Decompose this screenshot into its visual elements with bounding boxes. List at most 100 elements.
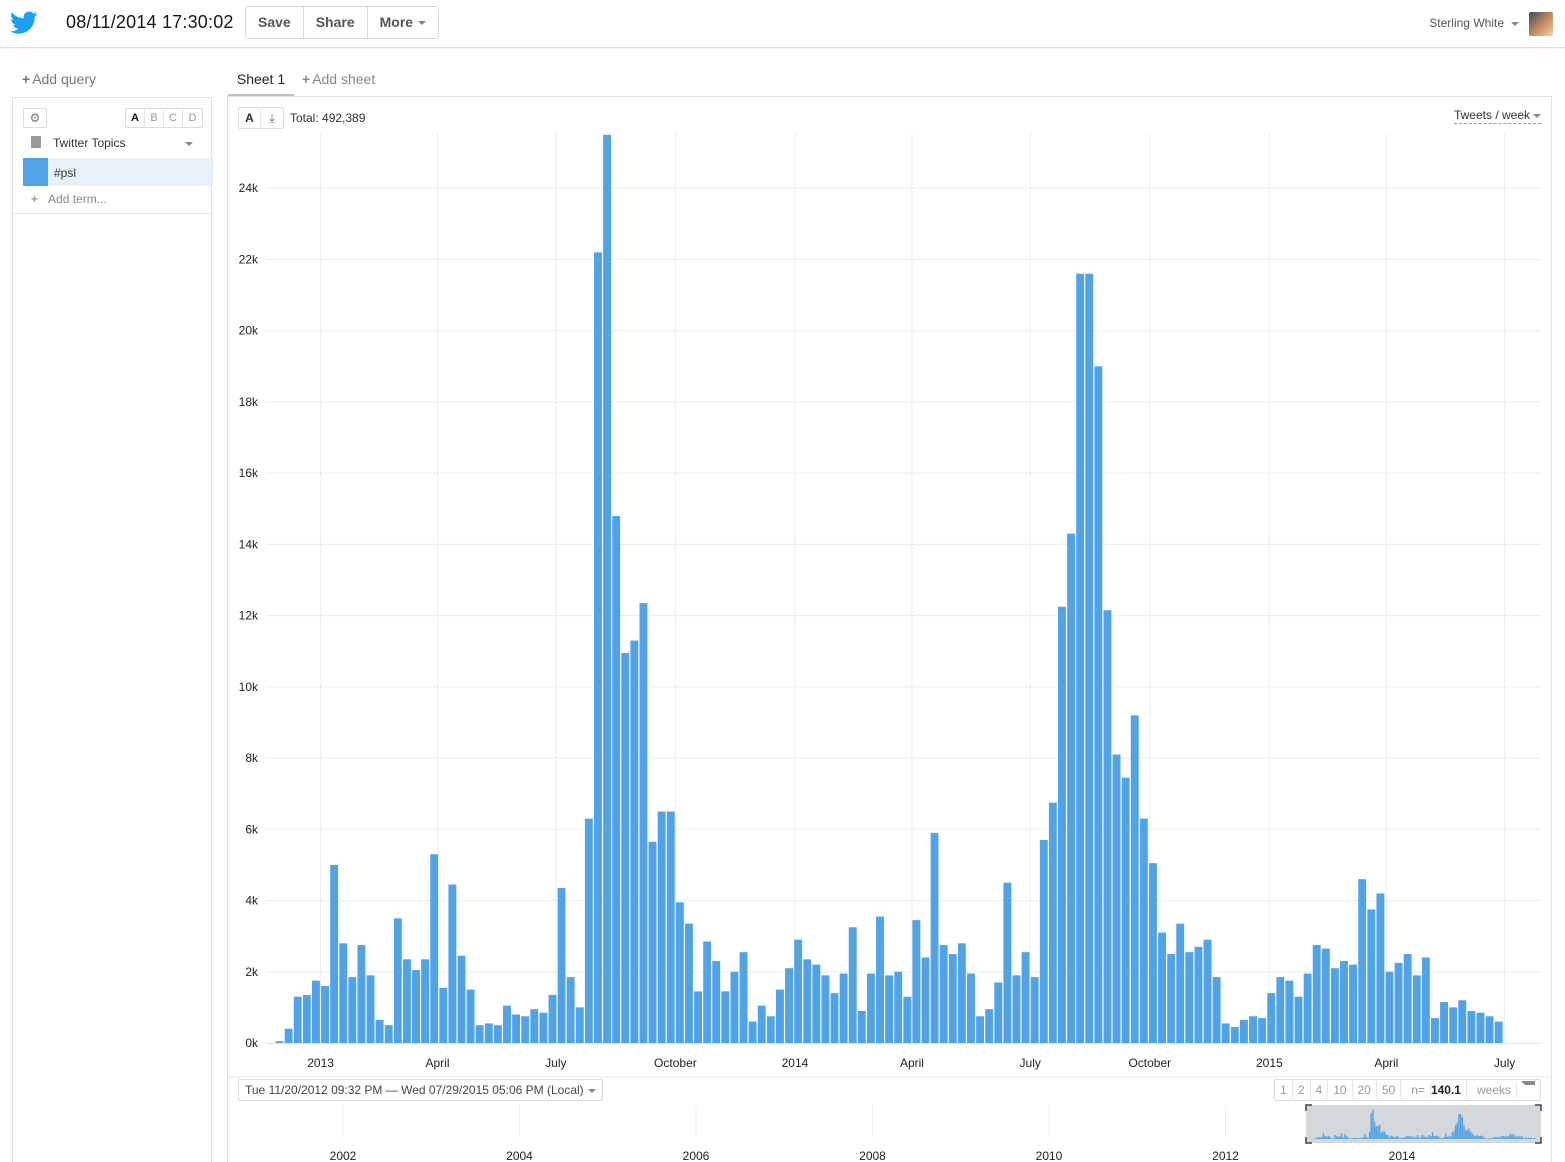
overview-bar [1451,1132,1454,1139]
bar [1340,961,1348,1043]
x-tick-label: April [426,1056,450,1070]
y-tick-label: 16k [239,466,259,480]
overview-bar [1468,1128,1470,1139]
bar [866,973,875,1043]
overview-bar [1443,1137,1445,1139]
series-letter-b[interactable]: B [145,109,164,127]
bar [1385,971,1394,1043]
overview-bar [1416,1135,1419,1139]
add-term-label: Add term... [48,192,107,206]
bar [1130,715,1139,1043]
bar [1321,948,1330,1043]
bar [666,811,675,1043]
overview-bar [1334,1134,1336,1139]
overview-bar [1368,1131,1371,1139]
share-button[interactable]: Share [303,7,368,38]
overview-bar [1349,1138,1351,1139]
bar [1367,909,1376,1043]
x-tick-label: April [1374,1056,1398,1070]
overview-bar [1344,1133,1346,1139]
add-term-button[interactable]: + Add term... [31,192,107,206]
topic-selector[interactable]: Twitter Topics [23,132,203,154]
x-tick-label: July [1020,1056,1041,1070]
bar [1058,606,1066,1043]
dashboard-title[interactable]: 08/11/2014 17:30:02 [66,12,234,32]
bar [1303,973,1312,1043]
overview-bar [1329,1136,1331,1139]
bar [1467,1010,1476,1043]
overview-bar [1491,1138,1493,1139]
bin-option[interactable]: 10 [1328,1080,1353,1100]
series-color-swatch[interactable] [23,158,48,186]
bar [703,941,712,1043]
bar [284,1028,293,1043]
bar [357,945,366,1043]
bar [621,653,630,1043]
overview-bar [1403,1137,1406,1139]
total-count: Total: 492,389 [290,111,366,125]
y-tick-label: 18k [239,395,259,409]
bar [1076,273,1085,1043]
bar [612,515,621,1043]
bin-unit-label: weeks [1471,1083,1517,1097]
bar [311,980,320,1043]
bar [339,943,348,1043]
date-range-selector[interactable]: Tue 11/20/2012 09:32 PM — Wed 07/29/2015… [238,1079,603,1101]
bar [430,854,439,1043]
add-query-button[interactable]: + Add query [22,71,96,87]
add-sheet-button[interactable]: + Add sheet [302,71,375,87]
overview-bar [1385,1134,1387,1139]
term-row[interactable]: #psl [23,158,213,186]
bin-option[interactable]: 2 [1293,1080,1311,1100]
user-menu[interactable]: Sterling White [1429,16,1519,30]
bar-chart[interactable]: 0k 2k 4k 6k 8k 10k 12k 14k 16k 18k 20k 22k 24k 2013 Ap… [228,97,1551,1162]
overview-bar [1489,1138,1492,1139]
bin-unit-selector[interactable]: weeks [1467,1080,1540,1100]
overview-bar [1350,1138,1353,1139]
gear-icon[interactable]: ⚙ [23,108,47,128]
overview-bar [1387,1135,1389,1139]
topic-label: Twitter Topics [53,136,126,150]
overview-bar [1476,1135,1478,1139]
bar [1185,952,1194,1043]
overview-bar [1325,1136,1328,1139]
tab-sheet-1[interactable]: Sheet 1 [228,71,294,97]
download-icon[interactable]: ⤓ [269,111,275,125]
bar [1112,754,1121,1043]
bar [1212,977,1221,1043]
overview-bar [1469,1131,1472,1139]
bin-count[interactable]: n= 140.1 [1401,1080,1467,1100]
overview-bar [1355,1138,1358,1139]
bin-option[interactable]: 50 [1377,1080,1402,1100]
y-tick-label: 10k [239,680,259,694]
overview-bar [1532,1138,1535,1139]
overview-bar [1411,1136,1414,1139]
overview-bar [1327,1135,1329,1139]
bar [1312,945,1321,1043]
bar [348,977,357,1043]
twitter-bird-icon[interactable] [10,11,38,35]
bar [1267,993,1276,1043]
bar [1440,1002,1449,1043]
overview-bar [1478,1136,1480,1139]
bin-option[interactable]: 20 [1353,1080,1377,1100]
series-letter-a[interactable]: A [239,108,261,128]
save-button[interactable]: Save [246,7,304,38]
bar [493,1025,502,1043]
bin-option[interactable]: 4 [1311,1080,1329,1100]
overview-x-tick-label: 2006 [683,1149,710,1162]
series-letter-a[interactable]: A [126,109,145,127]
series-letter-group: A B C D [125,108,203,128]
series-letter-c[interactable]: C [164,109,183,127]
bin-size-selector: 1 2 4 10 20 50 n= 140.1 weeks [1274,1079,1541,1101]
overview-bar [1431,1132,1434,1139]
series-letter-d[interactable]: D [188,112,197,124]
more-button[interactable]: More [367,7,439,38]
bar [694,991,702,1043]
avatar[interactable] [1529,12,1553,36]
overview-bar [1428,1135,1430,1139]
bin-option[interactable]: 1 [1275,1080,1293,1100]
overview-bar [1507,1136,1510,1139]
rate-selector[interactable]: Tweets / week [1453,108,1541,124]
overview-bar [1440,1138,1442,1139]
